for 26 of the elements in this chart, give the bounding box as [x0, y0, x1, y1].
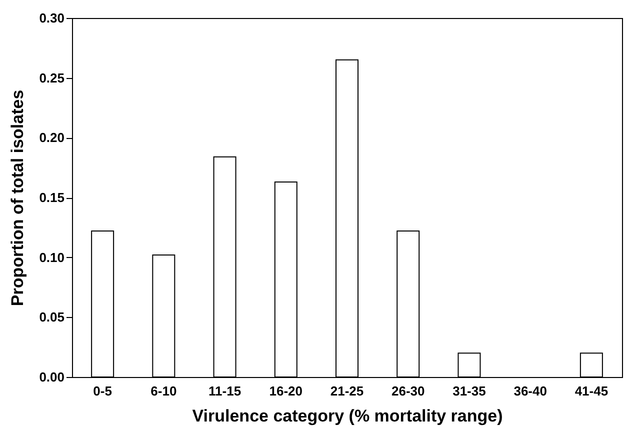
x-tick-label: 21-25 [330, 384, 364, 398]
bar [458, 352, 481, 378]
bar [580, 352, 603, 378]
bar [396, 230, 420, 378]
x-tick-label: 26-30 [391, 384, 425, 398]
bar [274, 181, 298, 378]
x-tick-label: 6-10 [150, 384, 177, 398]
y-tick-label: 0.25 [39, 70, 64, 86]
x-tick-label: 16-20 [269, 384, 303, 398]
x-tick-label: 11-15 [208, 384, 242, 398]
y-tick-label: 0.10 [39, 250, 64, 265]
y-tick-label: 0.05 [39, 310, 64, 325]
bar [336, 59, 358, 378]
bar [213, 156, 236, 378]
x-axis-title: Virulence category (% mortality range) [192, 406, 503, 426]
x-tick-label: 41-45 [574, 384, 608, 398]
x-tick-label: 36-40 [514, 384, 547, 398]
y-tick-label: 0.20 [39, 130, 64, 146]
y-axis-title: Proportion of total isolates [8, 90, 28, 306]
y-tick-label: 0.30 [39, 10, 64, 26]
x-tick-label: 31-35 [452, 384, 486, 398]
bar [91, 230, 114, 378]
y-tick-label: 0.00 [39, 370, 64, 384]
y-tick-label: 0.15 [39, 190, 64, 205]
bar [152, 254, 176, 378]
x-tick-label: 0-5 [93, 384, 112, 398]
